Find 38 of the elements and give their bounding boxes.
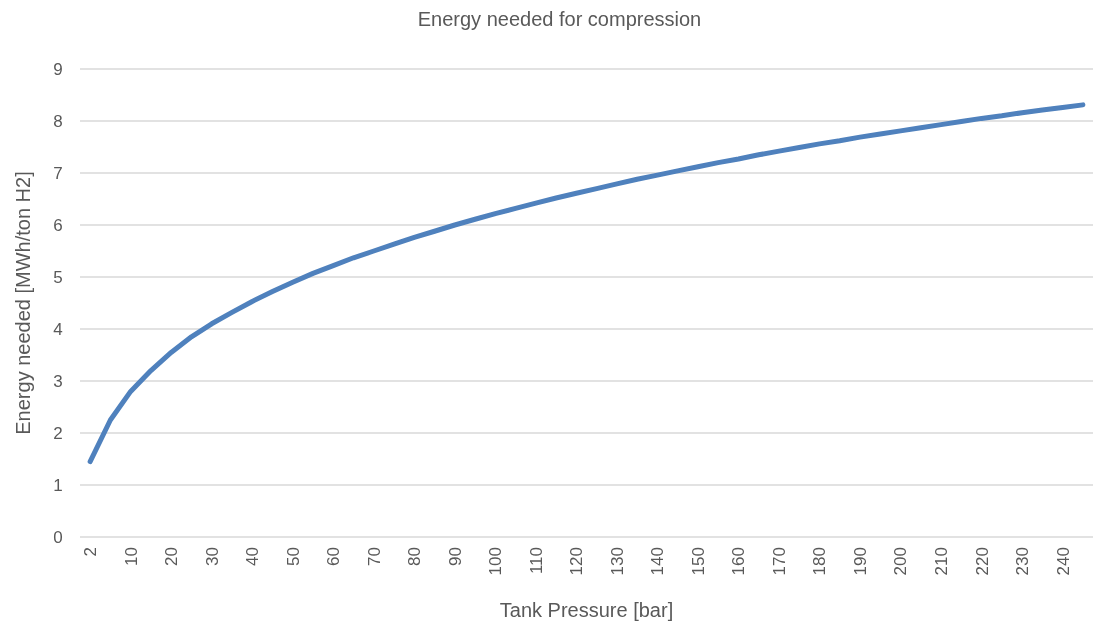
x-tick-label: 140	[648, 547, 668, 576]
x-tick-label: 200	[891, 547, 911, 576]
y-tick-label: 4	[53, 319, 63, 339]
y-tick-label: 0	[53, 527, 63, 547]
x-tick-label: 80	[405, 547, 425, 566]
y-axis-title: Energy needed [MWh/ton H2]	[12, 171, 34, 435]
x-tick-label: 120	[567, 547, 587, 576]
x-tick-label: 130	[607, 547, 627, 576]
x-tick-label: 40	[243, 547, 263, 566]
x-tick-label: 220	[972, 547, 992, 576]
x-tick-label: 100	[486, 547, 506, 576]
x-tick-label: 30	[202, 547, 222, 566]
x-axis-title: Tank Pressure [bar]	[499, 599, 674, 621]
x-tick-label: 180	[810, 547, 830, 576]
y-tick-label: 1	[53, 475, 63, 495]
y-tick-label: 5	[53, 267, 63, 287]
x-tick-label: 2	[81, 547, 101, 557]
y-tick-label: 6	[53, 215, 63, 235]
x-tick-label: 50	[283, 547, 303, 566]
y-tick-label: 8	[53, 111, 63, 131]
x-tick-label: 150	[688, 547, 708, 576]
x-tick-label: 170	[769, 547, 789, 576]
chart-title: Energy needed for compression	[417, 8, 702, 30]
x-tick-label: 210	[932, 547, 951, 576]
x-tick-label: 20	[162, 547, 182, 566]
x-tick-label: 240	[1053, 547, 1073, 576]
x-tick-label: 60	[324, 547, 344, 566]
x-tick-label: 190	[850, 547, 870, 576]
x-tick-label: 70	[364, 547, 384, 566]
y-tick-label: 2	[53, 423, 63, 443]
x-tick-label: 110	[526, 547, 546, 575]
x-tick-label: 10	[121, 547, 141, 566]
y-tick-label: 3	[53, 371, 63, 391]
x-tick-label: 90	[445, 547, 465, 566]
x-tick-label: 160	[729, 547, 749, 576]
x-tick-label: 230	[1013, 547, 1033, 576]
y-tick-label: 7	[53, 163, 63, 183]
y-tick-label: 9	[53, 59, 63, 79]
